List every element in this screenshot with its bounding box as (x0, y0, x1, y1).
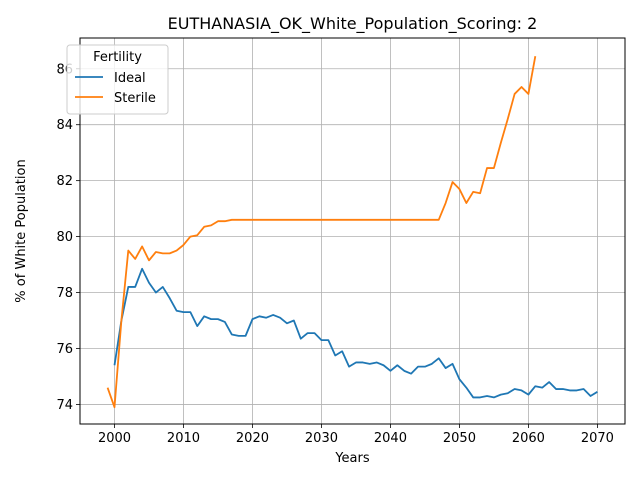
y-tick-label: 82 (56, 174, 73, 189)
y-tick-label: 76 (56, 342, 73, 357)
series-line-ideal (113, 267, 598, 399)
x-tick-label: 2040 (374, 431, 407, 446)
x-tick-label: 2000 (98, 431, 131, 446)
x-tick-label: 2020 (236, 431, 269, 446)
legend-label-sterile: Sterile (114, 91, 156, 106)
x-axis-label: Years (334, 451, 370, 466)
legend: Fertility Ideal Sterile (66, 44, 169, 115)
grid (80, 38, 625, 424)
y-axis-label: % of White Population (14, 159, 29, 302)
plot-frame (79, 37, 626, 425)
chart-title: EUTHANASIA_OK_White_Population_Scoring: … (168, 14, 538, 34)
x-tick-label: 2070 (581, 431, 614, 446)
x-axis: 2000 2010 2020 2030 2040 2050 2060 2070 (98, 424, 614, 446)
y-tick-label: 84 (56, 118, 73, 133)
y-tick-label: 78 (56, 286, 73, 301)
legend-label-ideal: Ideal (114, 71, 146, 86)
y-tick-label: 80 (56, 230, 73, 245)
x-tick-label: 2010 (167, 431, 200, 446)
y-tick-label: 74 (56, 398, 73, 413)
series-layer (106, 56, 598, 409)
series-line-sterile (106, 56, 537, 409)
x-tick-label: 2060 (512, 431, 545, 446)
x-tick-label: 2050 (443, 431, 476, 446)
x-tick-label: 2030 (305, 431, 338, 446)
legend-title: Fertility (93, 50, 142, 65)
